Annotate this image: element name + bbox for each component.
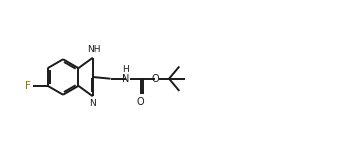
Text: N: N xyxy=(122,74,129,84)
Text: F: F xyxy=(25,81,31,91)
Text: H: H xyxy=(122,65,129,74)
Text: NH: NH xyxy=(87,45,101,54)
Text: O: O xyxy=(151,74,159,84)
Text: N: N xyxy=(89,99,96,108)
Text: O: O xyxy=(137,97,145,107)
